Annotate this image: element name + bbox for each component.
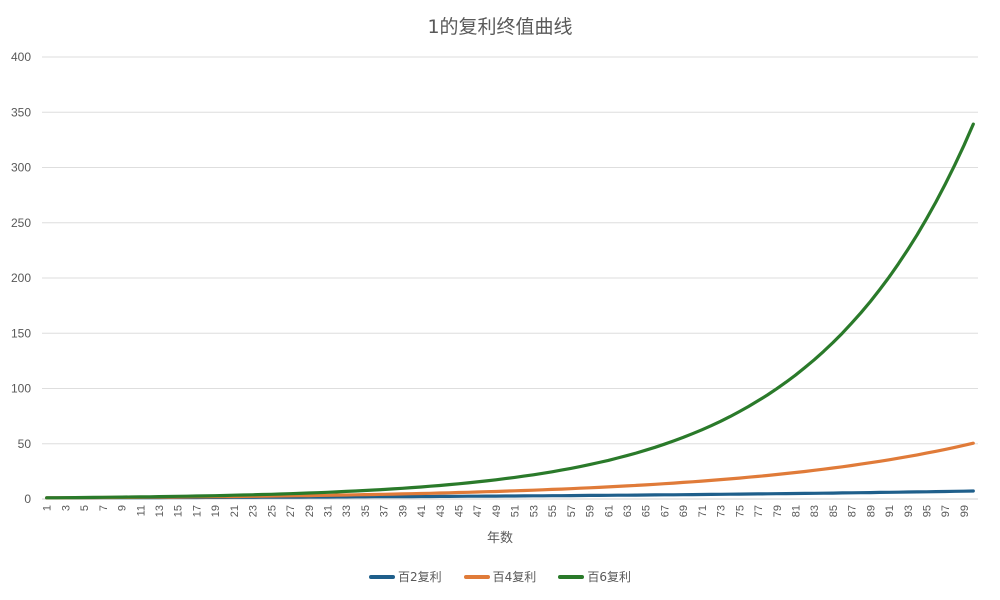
x-tick-label: 13 bbox=[154, 505, 166, 517]
x-tick-label: 7 bbox=[98, 505, 110, 511]
legend-line-icon bbox=[558, 574, 585, 579]
legend-line-icon bbox=[369, 574, 396, 579]
x-tick-label: 25 bbox=[266, 505, 278, 517]
legend-item-6pct[interactable]: 百6复利 bbox=[558, 568, 631, 585]
x-tick-label: 43 bbox=[435, 505, 447, 517]
x-tick-label: 39 bbox=[397, 505, 409, 517]
legend: 百2复利 百4复利 百6复利 bbox=[0, 568, 1000, 585]
x-tick-label: 51 bbox=[510, 505, 522, 517]
legend-label: 百4复利 bbox=[492, 570, 537, 584]
x-tick-label: 33 bbox=[341, 505, 353, 517]
x-tick-label: 95 bbox=[922, 505, 934, 517]
legend-label: 百2复利 bbox=[398, 570, 442, 584]
x-tick-label: 67 bbox=[659, 505, 671, 517]
legend-line-icon bbox=[463, 574, 490, 579]
chart-title: 1的复利终值曲线 bbox=[427, 16, 573, 38]
x-tick-label: 47 bbox=[472, 505, 484, 517]
x-tick-label: 3 bbox=[60, 505, 72, 511]
x-tick-label: 77 bbox=[753, 505, 765, 517]
x-tick-label: 55 bbox=[547, 505, 559, 517]
x-tick-label: 45 bbox=[454, 505, 466, 517]
x-tick-label: 91 bbox=[884, 505, 896, 517]
x-tick-label: 59 bbox=[585, 505, 597, 517]
x-tick-label: 61 bbox=[603, 505, 615, 517]
y-tick-label: 250 bbox=[11, 216, 31, 230]
x-tick-label: 41 bbox=[416, 505, 428, 517]
x-tick-label: 99 bbox=[959, 505, 971, 517]
x-tick-label: 71 bbox=[697, 505, 709, 517]
x-tick-label: 83 bbox=[809, 505, 821, 517]
x-tick-label: 35 bbox=[360, 505, 372, 517]
x-tick-label: 11 bbox=[135, 505, 147, 516]
x-tick-label: 23 bbox=[248, 505, 260, 517]
x-tick-label: 57 bbox=[566, 505, 578, 517]
x-tick-label: 21 bbox=[229, 505, 241, 517]
x-tick-label: 49 bbox=[491, 505, 503, 517]
y-tick-label: 100 bbox=[11, 382, 31, 396]
y-axis-ticks: 0 50 100 150 200 250 300 350 400 bbox=[11, 50, 31, 506]
x-tick-label: 31 bbox=[322, 505, 334, 517]
x-tick-label: 65 bbox=[641, 505, 653, 517]
x-tick-label: 89 bbox=[865, 505, 877, 517]
x-tick-label: 29 bbox=[304, 505, 316, 517]
x-tick-label: 79 bbox=[772, 505, 784, 517]
x-tick-label: 5 bbox=[79, 505, 91, 511]
x-axis-ticks: 1 3 5 7 9 11 13 15 17 19 21 23 25 27 29 31 33 35 37 39 41 43 4… bbox=[42, 505, 971, 517]
x-tick-label: 85 bbox=[828, 505, 840, 517]
x-tick-label: 53 bbox=[528, 505, 540, 517]
legend-item-2pct[interactable]: 百2复利 bbox=[369, 568, 442, 585]
x-tick-label: 17 bbox=[191, 505, 203, 517]
x-tick-label: 15 bbox=[173, 505, 185, 517]
series-line-1[interactable] bbox=[45, 441, 975, 500]
series-line-2[interactable] bbox=[45, 122, 975, 500]
x-tick-label: 75 bbox=[734, 505, 746, 517]
x-tick-label: 27 bbox=[285, 505, 297, 517]
x-tick-label: 19 bbox=[210, 505, 222, 517]
x-tick-label: 1 bbox=[42, 505, 54, 511]
x-tick-label: 37 bbox=[379, 505, 391, 517]
y-tick-label: 50 bbox=[18, 437, 32, 451]
y-tick-label: 150 bbox=[11, 326, 31, 340]
x-axis-title: 年数 bbox=[486, 531, 513, 546]
x-tick-label: 81 bbox=[790, 505, 802, 517]
y-tick-label: 300 bbox=[11, 161, 31, 175]
x-tick-label: 87 bbox=[847, 505, 859, 517]
gridlines bbox=[42, 56, 978, 500]
y-tick-label: 350 bbox=[11, 105, 31, 119]
y-tick-label: 200 bbox=[11, 271, 31, 285]
x-tick-label: 9 bbox=[117, 505, 129, 511]
legend-item-4pct[interactable]: 百4复利 bbox=[463, 568, 537, 585]
y-tick-label: 400 bbox=[11, 50, 31, 64]
series-lines bbox=[45, 122, 975, 500]
y-tick-label: 0 bbox=[24, 492, 31, 506]
x-tick-label: 73 bbox=[716, 505, 728, 517]
x-tick-label: 69 bbox=[678, 505, 690, 517]
x-tick-label: 97 bbox=[940, 505, 952, 517]
x-tick-label: 93 bbox=[903, 505, 915, 517]
x-tick-label: 63 bbox=[622, 505, 634, 517]
legend-label: 百6复利 bbox=[587, 570, 631, 584]
